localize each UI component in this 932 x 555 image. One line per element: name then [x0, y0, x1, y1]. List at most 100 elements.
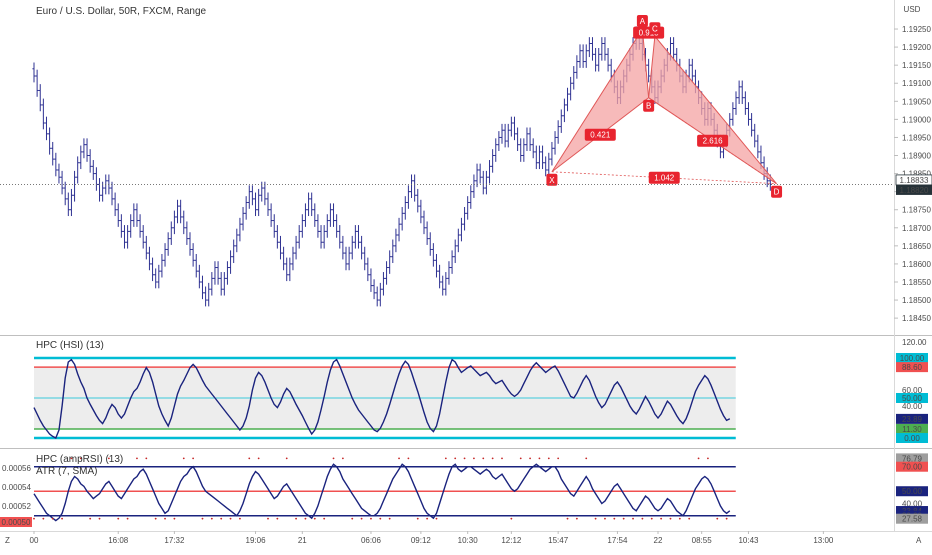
- amprsi-value-tag[interactable]: 27.58: [896, 513, 928, 524]
- price-bar: [172, 210, 176, 235]
- atr-dot: [529, 457, 531, 460]
- price-bar: [260, 181, 264, 202]
- price-bar: [428, 232, 432, 256]
- last-price-tag[interactable]: 1.18820: [896, 184, 932, 195]
- price-bar: [603, 37, 607, 61]
- hsi-value-tag[interactable]: 23.89: [896, 413, 928, 424]
- price-bar: [216, 261, 220, 285]
- harmonic-pattern[interactable]: 0.421 0.913 2.616 1.042 X A B C D: [546, 15, 783, 198]
- price-bar: [306, 192, 311, 217]
- price-tick-label: 1.19000: [902, 115, 931, 124]
- atr-dot: [688, 517, 691, 520]
- amprsi-axis[interactable]: 76.7970.0050.0040.0033.8430.0027.5876.79…: [0, 453, 928, 527]
- price-bar: [565, 87, 570, 112]
- atr-dot: [622, 517, 625, 520]
- pattern-point-label[interactable]: X: [546, 173, 558, 186]
- zoom-toggle[interactable]: Z: [5, 536, 10, 545]
- hsi-value-tag[interactable]: 0.00: [896, 433, 928, 443]
- price-tick-label: 1.18950: [902, 133, 931, 142]
- last-price-tag[interactable]: 1.18833: [895, 174, 932, 186]
- pattern-ratio-label-text: 2.616: [703, 137, 724, 146]
- price-bar: [51, 141, 55, 166]
- price-bar: [672, 37, 676, 61]
- amprsi-value-tag-text: 50.00: [902, 487, 923, 496]
- price-bar: [76, 156, 80, 184]
- hsi-value-tag-text: 0.00: [904, 434, 920, 443]
- price-bar: [250, 185, 254, 206]
- hsi-value-tag[interactable]: 88.60: [896, 362, 928, 373]
- price-bar: [478, 163, 482, 184]
- price-bar: [378, 282, 382, 307]
- time-tick-label: 10:30: [458, 536, 479, 545]
- pattern-ratio-label[interactable]: 0.421: [584, 128, 616, 141]
- price-bar: [487, 160, 492, 184]
- chart-frame: [0, 0, 932, 532]
- price-bar: [313, 203, 317, 227]
- pattern-point-label[interactable]: D: [771, 185, 783, 198]
- price-bar: [587, 37, 591, 58]
- price-bar: [119, 214, 123, 238]
- price-bar: [310, 192, 314, 217]
- atr-dot: [501, 457, 503, 460]
- amprsi-pane[interactable]: 76.7970.0050.0040.0033.8430.0027.5876.79…: [0, 453, 928, 527]
- price-bar: [219, 272, 223, 296]
- atr-dot: [566, 517, 569, 520]
- amprsi-value-tag-bg: [896, 486, 928, 497]
- hsi-value-tag[interactable]: 100.00: [896, 353, 928, 363]
- atr-dot: [220, 517, 223, 520]
- auto-scale-toggle[interactable]: A: [916, 536, 922, 545]
- price-bar: [559, 109, 563, 133]
- price-bar: [54, 152, 58, 177]
- atr-dot: [164, 517, 166, 520]
- price-bar: [278, 235, 283, 260]
- pattern-point-label[interactable]: C: [649, 22, 661, 35]
- price-bar: [462, 207, 467, 231]
- price-bar: [285, 257, 289, 282]
- price-bar: [481, 170, 485, 195]
- atr-dot: [192, 457, 195, 460]
- amprsi-value-tag[interactable]: 50.00: [896, 486, 928, 497]
- currency-unit: USD: [904, 5, 921, 14]
- pattern-ratio-label[interactable]: 2.616: [697, 134, 729, 147]
- atr-dot: [463, 457, 466, 460]
- price-bars: [32, 26, 772, 307]
- price-bar: [101, 181, 105, 202]
- price-bar: [537, 145, 542, 170]
- price-bar: [584, 44, 588, 68]
- price-bar: [344, 246, 348, 271]
- pattern-ratio-label[interactable]: 1.042: [648, 171, 680, 184]
- hsi-value-tag-bg: [896, 423, 928, 434]
- amprsi-tick-label: 40.00: [902, 499, 923, 508]
- price-bar: [232, 239, 236, 264]
- time-tick-label: 21: [298, 536, 307, 545]
- pattern-point-label-text: B: [646, 102, 651, 111]
- price-bar: [506, 123, 510, 148]
- price-pane[interactable]: 0.421 0.913 2.616 1.042 X A B C D 1.19250 1.19200…: [0, 5, 932, 323]
- amprsi-value-tag[interactable]: 76.79: [896, 453, 928, 464]
- price-bar: [450, 250, 454, 274]
- price-bar: [266, 192, 270, 217]
- hsi-value-tag-bg: [896, 362, 928, 373]
- atr-value-tag[interactable]: 0.00050: [0, 517, 32, 527]
- oscillator-line: [33, 463, 731, 522]
- atr-dot: [267, 517, 269, 520]
- price-bar: [531, 138, 535, 159]
- price-bar: [416, 188, 420, 213]
- price-axis[interactable]: 1.19250 1.19200 1.19150 1.19100 1.19050 1.190…: [894, 25, 932, 323]
- time-axis[interactable]: 00 16:08 17:32 19:06 21 06:06 09:12 10:30 12:12 1…: [30, 531, 834, 545]
- hsi-value-tag[interactable]: 50.00: [896, 393, 928, 403]
- price-tick-label: 1.18500: [902, 296, 931, 305]
- pattern-point-label[interactable]: B: [643, 99, 655, 112]
- hsi-value-tag[interactable]: 11.30: [896, 423, 928, 434]
- amprsi-value-tag[interactable]: 70.00: [896, 461, 928, 472]
- price-bar: [44, 116, 49, 141]
- atr-tick-label: 0.00054: [2, 483, 31, 492]
- price-bar: [82, 138, 86, 159]
- price-bar: [391, 239, 395, 264]
- price-bar: [375, 286, 379, 307]
- pattern-point-label[interactable]: A: [636, 15, 648, 28]
